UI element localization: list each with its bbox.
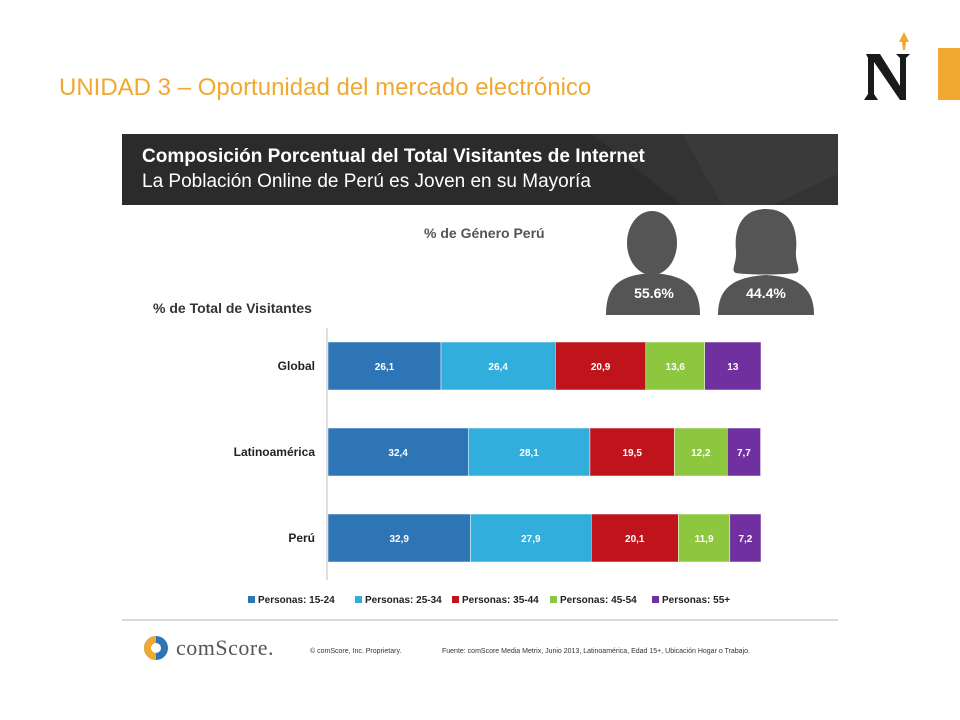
- male-person-icon: [606, 211, 700, 315]
- banner-title: Composición Porcentual del Total Visitan…: [142, 146, 645, 167]
- category-label: Perú: [288, 531, 315, 545]
- bar-segment: [591, 513, 679, 563]
- bar-value-label: 13: [727, 362, 739, 373]
- chart-title: % de Total de Visitantes: [153, 300, 312, 316]
- category-label: Global: [278, 359, 315, 373]
- slide-title: UNIDAD 3 – Oportunidad del mercado elect…: [59, 74, 592, 101]
- bar-segment: [726, 427, 761, 477]
- stacked-bar-chart: % de Total de Visitantes Global 26,1 26,4 2…: [153, 300, 762, 606]
- banner-subtitle: La Población Online de Perú es Joven en …: [142, 171, 591, 192]
- category-label: Latinoamérica: [234, 445, 316, 459]
- legend-item: Personas: 25-34: [355, 595, 442, 606]
- bar-segment: [589, 427, 675, 477]
- legend-swatch: [550, 596, 557, 603]
- bar-value-label: 7,7: [737, 448, 751, 459]
- bar-segment: [327, 427, 469, 477]
- bar-segment: [674, 427, 728, 477]
- bar-value-label: 26,4: [488, 362, 508, 373]
- bar-segment: [327, 341, 442, 391]
- chart-banner: Composición Porcentual del Total Visitan…: [122, 134, 838, 205]
- copyright-note: © comScore, Inc. Proprietary.: [310, 648, 402, 655]
- source-note: Fuente: comScore Media Metrix, Junio 201…: [442, 648, 750, 655]
- bar-value-label: 28,1: [519, 448, 539, 459]
- legend-label: Personas: 25-34: [365, 595, 442, 606]
- legend-item: Personas: 55+: [652, 595, 730, 606]
- legend-item: Personas: 15-24: [248, 595, 335, 606]
- bar-value-label: 27,9: [521, 534, 541, 545]
- n-logo-icon: [864, 32, 910, 100]
- legend-label: Personas: 15-24: [258, 595, 335, 606]
- bar-segment: [704, 341, 762, 391]
- bar-value-label: 32,9: [389, 534, 409, 545]
- bar-value-label: 26,1: [375, 362, 395, 373]
- comscore-logo: comScore.: [142, 632, 292, 664]
- female-person-icon: [718, 209, 814, 315]
- legend-swatch: [355, 596, 362, 603]
- bar-value-label: 13,6: [666, 362, 686, 373]
- male-person: 55.6%: [604, 205, 704, 320]
- female-percentage: 44.4%: [746, 285, 786, 301]
- gender-title: % de Género Perú: [424, 225, 545, 241]
- bar-value-label: 32,4: [388, 448, 408, 459]
- accent-bar: [938, 48, 960, 100]
- bar-value-label: 20,9: [591, 362, 611, 373]
- banner-background: [122, 134, 838, 205]
- bar-value-label: 11,9: [695, 534, 714, 545]
- bar-segment: [327, 513, 471, 563]
- bar-segment: [555, 341, 647, 391]
- comscore-brand: comScore.: [176, 635, 274, 660]
- bar-value-label: 7,2: [738, 534, 752, 545]
- bar-segment: [468, 427, 591, 477]
- comscore-logo-icon: [144, 636, 168, 660]
- legend-label: Personas: 45-54: [560, 595, 637, 606]
- bar-value-label: 12,2: [691, 448, 711, 459]
- legend-item: Personas: 35-44: [452, 595, 539, 606]
- legend-label: Personas: 55+: [662, 595, 730, 606]
- legend-swatch: [248, 596, 255, 603]
- bar-value-label: 20,1: [625, 534, 645, 545]
- bar-segment: [440, 341, 556, 391]
- bar-segment: [645, 341, 705, 391]
- female-person: 44.4%: [716, 205, 816, 320]
- footer-divider: [122, 619, 838, 621]
- bar-segment: [729, 513, 762, 563]
- legend-swatch: [652, 596, 659, 603]
- bar-value-label: 19,5: [622, 448, 642, 459]
- legend-swatch: [452, 596, 459, 603]
- legend-label: Personas: 35-44: [462, 595, 539, 606]
- male-percentage: 55.6%: [634, 285, 674, 301]
- legend-item: Personas: 45-54: [550, 595, 637, 606]
